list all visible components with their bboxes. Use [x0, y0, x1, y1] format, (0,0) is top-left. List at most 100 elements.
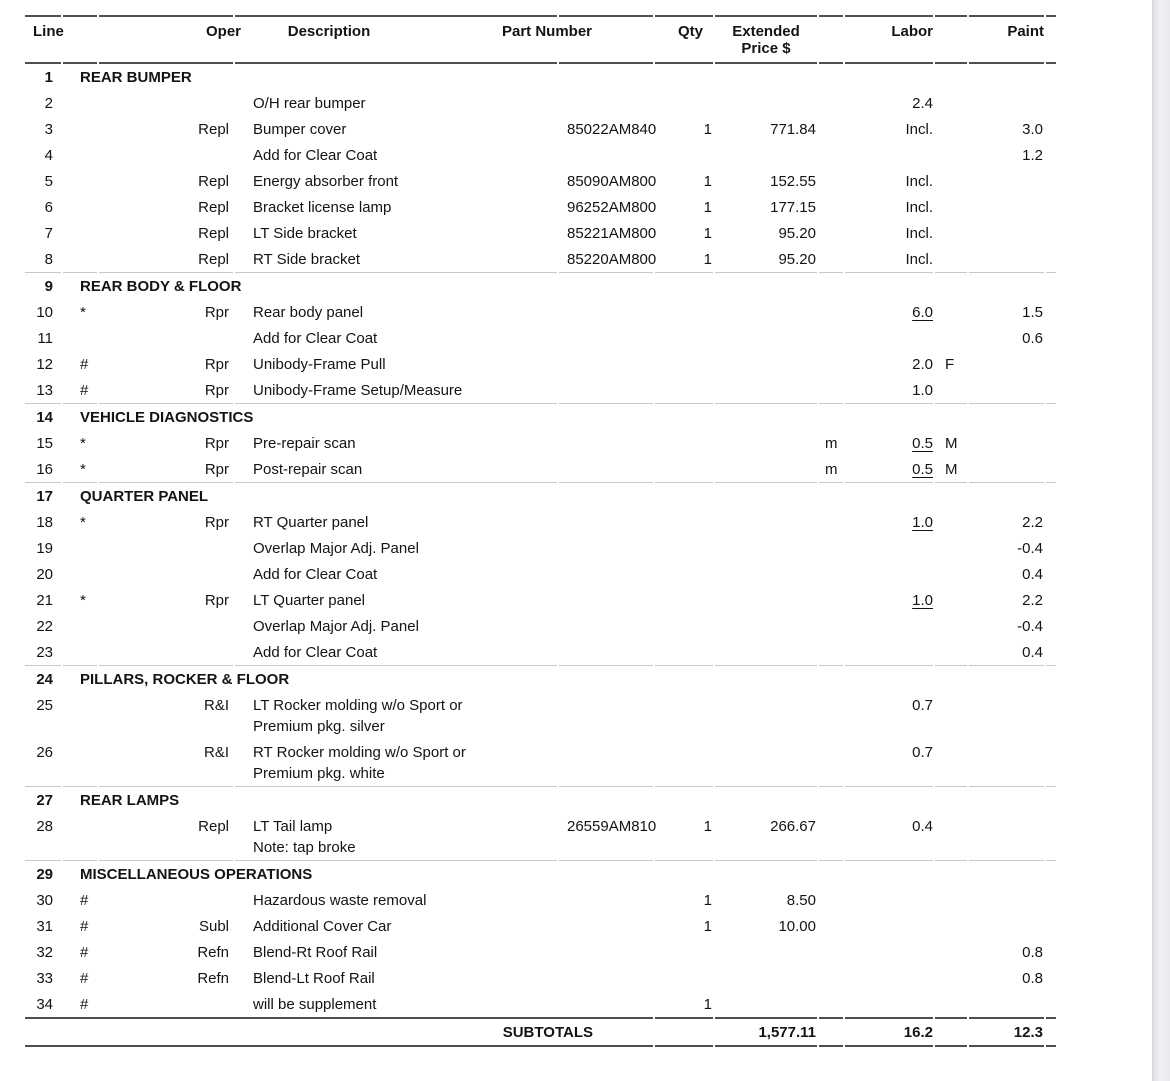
- labor-suffix: [935, 913, 967, 939]
- col-header-extended-price: Extended Price $: [715, 15, 817, 64]
- description-second-line: Premium pkg. silver: [253, 718, 385, 735]
- description-text: LT Rocker molding w/o Sport or: [253, 697, 463, 714]
- line-number: 15: [36, 435, 53, 452]
- section-title: REAR BUMPER: [80, 69, 192, 86]
- line-number: 11: [37, 330, 53, 347]
- operation-code: R&I: [203, 697, 229, 714]
- quantity: [655, 456, 713, 483]
- description-cell: RT Side bracket: [235, 246, 557, 273]
- table-header-row: Line Oper Description Part Number Qty Ex…: [25, 15, 1056, 64]
- line-marker: #: [80, 356, 89, 373]
- line-marker: #: [80, 918, 89, 935]
- labor-suffix: [935, 939, 967, 965]
- part-number: 85022AM840: [567, 121, 657, 138]
- part-number: [559, 456, 653, 483]
- price-unit: m: [825, 435, 838, 452]
- line-number: 5: [44, 173, 53, 190]
- line-marker: [63, 194, 97, 220]
- part-number: [559, 325, 653, 351]
- labor-hours: 0.4: [845, 813, 933, 861]
- table-row: 12 # Rpr Unibody-Frame Pull 2.0 F: [25, 351, 1056, 377]
- labor-hours: 2.0: [912, 356, 933, 373]
- line-marker: *: [80, 592, 86, 609]
- quantity: [655, 739, 713, 787]
- extended-price: [715, 430, 817, 456]
- labor-suffix: [935, 220, 967, 246]
- labor-hours: [845, 561, 933, 587]
- labor-hours: [845, 325, 933, 351]
- quantity: [655, 90, 713, 116]
- labor-suffix: [935, 965, 967, 991]
- quantity: 1: [703, 892, 712, 909]
- labor-suffix: [935, 325, 967, 351]
- description-cell: Add for Clear Coat: [235, 325, 557, 351]
- quantity: 1: [703, 173, 712, 190]
- part-number: [559, 613, 653, 639]
- description-cell: RT Quarter panel: [235, 509, 557, 535]
- section-title: VEHICLE DIAGNOSTICS: [80, 409, 254, 426]
- description-text: LT Quarter panel: [253, 592, 366, 609]
- description-text: Hazardous waste removal: [253, 892, 427, 909]
- line-number: 23: [25, 639, 61, 666]
- labor-hours: [845, 991, 933, 1017]
- part-number: [559, 587, 653, 613]
- paint-hours: 3.0: [1022, 121, 1043, 138]
- description-cell: Add for Clear Coat: [235, 561, 557, 587]
- labor-hours: 1.0: [912, 592, 933, 609]
- labor-suffix: [935, 142, 967, 168]
- description-cell: Blend-Rt Roof Rail: [235, 939, 557, 965]
- line-number: 4: [44, 147, 53, 164]
- extended-price: [715, 561, 817, 587]
- description-text: LT Tail lamp: [253, 818, 333, 835]
- line-marker: #: [80, 944, 89, 961]
- description-text: Energy absorber front: [253, 173, 399, 190]
- paint-hours: [969, 90, 1044, 116]
- description-cell: Overlap Major Adj. Panel: [235, 535, 557, 561]
- extended-price: [715, 456, 817, 483]
- description-cell: Hazardous waste removal: [235, 887, 557, 913]
- line-number: 13: [25, 377, 61, 404]
- section-title: PILLARS, ROCKER & FLOOR: [80, 671, 290, 688]
- labor-hours: 1.0: [845, 377, 933, 404]
- subtotals-row: SUBTOTALS 1,577.11 16.2 12.3: [25, 1017, 1056, 1047]
- labor-hours: 6.0: [912, 304, 933, 321]
- price-unit: [819, 194, 843, 220]
- price-unit: [819, 299, 843, 325]
- paint-hours: [969, 220, 1044, 246]
- labor-hours: [845, 887, 933, 913]
- quantity: [655, 692, 713, 739]
- labor-hours: 0.5: [845, 456, 933, 483]
- subtotals-extended-price: 1,577.11: [715, 1017, 817, 1047]
- line-marker: [63, 220, 97, 246]
- col-header-marker: [63, 15, 97, 64]
- operation-code: Repl: [198, 225, 229, 242]
- section-header-row: 1 REAR BUMPER: [25, 64, 1056, 90]
- col-header-paint: Paint: [969, 15, 1044, 64]
- line-marker: #: [80, 892, 89, 909]
- col-header-description: Description: [235, 15, 557, 64]
- table-row: 13 # Rpr Unibody-Frame Setup/Measure 1.0: [25, 377, 1056, 404]
- labor-suffix: [935, 90, 967, 116]
- quantity: [655, 535, 713, 561]
- part-number: [559, 692, 653, 739]
- extended-price: [715, 509, 817, 535]
- description-text: Add for Clear Coat: [253, 330, 378, 347]
- table-row: 11 Add for Clear Coat 0.6: [25, 325, 1056, 351]
- part-number: [559, 913, 653, 939]
- price-unit: [819, 325, 843, 351]
- col-header-labor: Labor: [845, 15, 933, 64]
- description-text: Blend-Lt Roof Rail: [253, 970, 375, 987]
- scrollbar-track[interactable]: [1152, 0, 1170, 1081]
- paint-hours: 1.2: [1022, 147, 1043, 164]
- paint-hours: 0.8: [1022, 944, 1043, 961]
- paint-hours: [969, 377, 1044, 404]
- line-marker: [63, 325, 97, 351]
- paint-hours: -0.4: [1017, 540, 1043, 557]
- line-number: 9: [44, 278, 53, 295]
- operation-code: Rpr: [204, 514, 229, 531]
- extended-price: 266.67: [715, 813, 817, 861]
- line-marker: [63, 692, 97, 739]
- description-text: Overlap Major Adj. Panel: [253, 540, 419, 557]
- operation-code: Repl: [198, 173, 229, 190]
- extended-price: [715, 639, 817, 666]
